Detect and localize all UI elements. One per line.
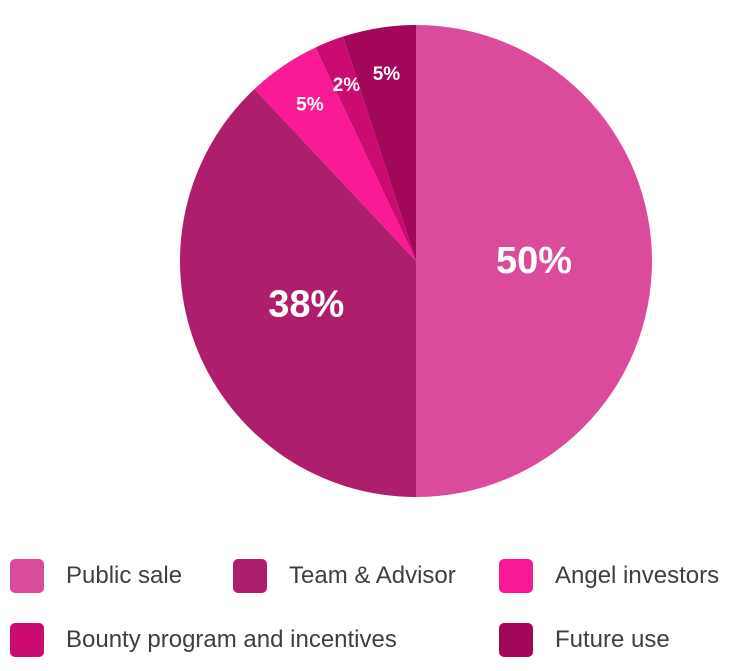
data-label-team-advisor: 38% bbox=[268, 283, 344, 325]
data-label-bounty-program: 2% bbox=[333, 75, 361, 96]
pie-chart-svg: 50% 38% 5% 2% 5% bbox=[180, 25, 652, 497]
legend-item-team-advisor: Team & Advisor bbox=[233, 556, 456, 596]
legend-label-team-advisor: Team & Advisor bbox=[289, 562, 456, 589]
legend-label-bounty-program: Bounty program and incentives bbox=[66, 626, 397, 653]
pie-slice-bounty-program bbox=[315, 36, 416, 262]
pie-chart: 50% 38% 5% 2% 5% bbox=[180, 25, 652, 497]
chart-legend: Public sale Team & Advisor Angel investo… bbox=[0, 540, 738, 671]
data-label-angel-investors: 5% bbox=[296, 94, 324, 115]
legend-swatch-bounty-program bbox=[10, 623, 44, 657]
legend-label-public-sale: Public sale bbox=[66, 562, 183, 589]
legend-swatch-future-use bbox=[499, 623, 533, 657]
legend-swatch-public-sale bbox=[10, 559, 44, 593]
data-label-public-sale: 50% bbox=[496, 240, 572, 282]
legend-item-future-use: Future use bbox=[499, 620, 670, 660]
pie-slice-public-sale bbox=[416, 25, 652, 497]
pie-slice-angel-investors bbox=[254, 47, 416, 261]
legend-item-bounty-program: Bounty program and incentives bbox=[10, 620, 397, 660]
pie-slice-future-use bbox=[343, 25, 416, 261]
legend-swatch-team-advisor bbox=[233, 559, 267, 593]
data-label-future-use: 5% bbox=[373, 64, 401, 85]
legend-item-public-sale: Public sale bbox=[10, 556, 182, 596]
legend-item-angel-investors: Angel investors bbox=[499, 556, 719, 596]
legend-label-angel-investors: Angel investors bbox=[555, 562, 720, 589]
legend-swatch-angel-investors bbox=[499, 559, 533, 593]
legend-label-future-use: Future use bbox=[555, 626, 670, 653]
pie-slice-team-advisor bbox=[180, 88, 416, 497]
